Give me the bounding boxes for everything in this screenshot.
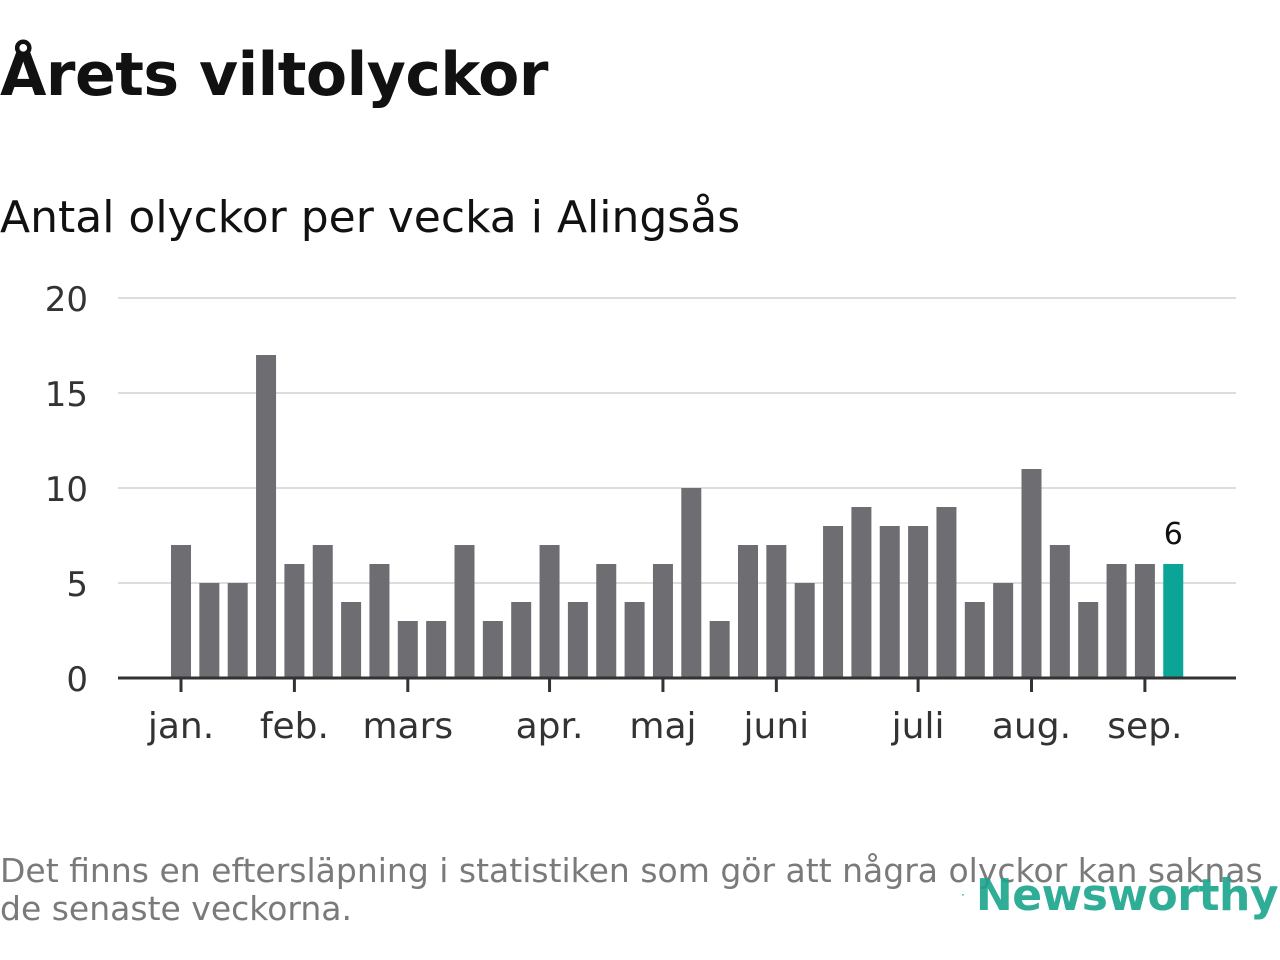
bar — [936, 507, 957, 678]
bar — [823, 526, 844, 678]
bar — [652, 564, 673, 678]
footnote: Det finns en eftersläpning i statistiken… — [0, 851, 1263, 928]
bar — [482, 621, 503, 678]
bar — [964, 602, 985, 678]
bar — [1078, 602, 1099, 678]
bar-highlight — [1163, 564, 1184, 678]
x-tick-label: apr. — [516, 706, 584, 747]
x-tick-label: sep. — [1107, 706, 1182, 747]
bar — [199, 583, 220, 678]
bar — [454, 545, 475, 678]
bar — [879, 526, 900, 678]
newsworthy-logo-icon — [962, 894, 964, 897]
x-tick-label: juli — [891, 706, 945, 747]
bar — [681, 488, 702, 678]
bar — [567, 602, 588, 678]
bar — [369, 564, 390, 678]
x-tick-label: feb. — [260, 706, 329, 747]
bar — [284, 564, 305, 678]
bar — [341, 602, 362, 678]
chart-title: Årets viltolyckor — [0, 40, 549, 110]
brand-name: Newsworthy — [975, 869, 1279, 921]
bar — [993, 583, 1014, 678]
x-tick-label: jan. — [147, 706, 214, 747]
bar — [511, 602, 532, 678]
bar — [596, 564, 617, 678]
bar — [908, 526, 929, 678]
bar — [397, 621, 418, 678]
bar — [1106, 564, 1127, 678]
x-tick-label: mars — [362, 706, 453, 747]
y-tick-label: 0 — [66, 660, 88, 700]
bar — [794, 583, 815, 678]
y-tick-label: 20 — [45, 280, 88, 320]
chart-subtitle: Antal olyckor per vecka i Alingsås — [0, 192, 741, 243]
bar — [1049, 545, 1070, 678]
x-tick-label: juni — [743, 706, 810, 747]
bar — [766, 545, 787, 678]
bar — [227, 583, 248, 678]
bar — [709, 621, 730, 678]
y-tick-label: 5 — [66, 565, 88, 605]
brand-logo: Newsworthy — [962, 862, 1279, 928]
bar — [539, 545, 560, 678]
data-label: 6 — [1164, 517, 1183, 552]
bar-chart: 0 5 10 15 20 6 jan. feb. mars apr. maj juni juli aug.… — [45, 280, 1236, 747]
bar — [738, 545, 758, 678]
x-tick-label: aug. — [992, 706, 1071, 747]
y-tick-label: 15 — [45, 375, 88, 415]
bar — [851, 507, 872, 678]
bar — [426, 621, 447, 678]
x-tick-label: maj — [629, 706, 696, 747]
bar — [256, 355, 277, 678]
bar — [1021, 469, 1042, 678]
bar — [1134, 564, 1155, 678]
bar — [624, 602, 645, 678]
bar — [312, 545, 333, 678]
y-tick-label: 10 — [45, 470, 88, 510]
bar — [171, 545, 191, 678]
